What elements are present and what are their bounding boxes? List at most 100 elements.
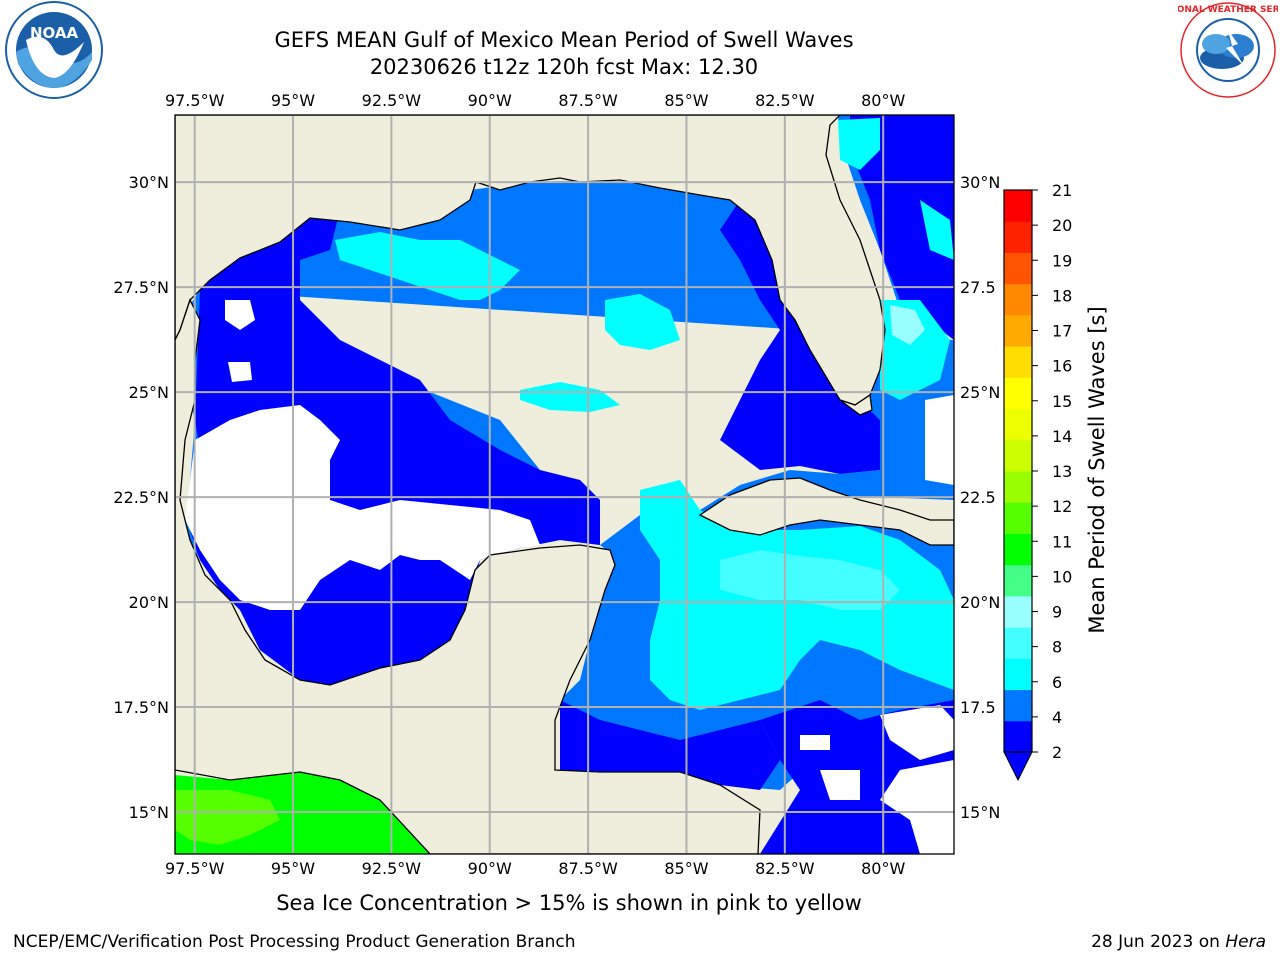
colorbar-tick-label: 20 — [1052, 216, 1072, 235]
lat-tick-label-left: 17.5°N — [113, 698, 169, 717]
lat-tick-label-right: 30°N — [960, 173, 1000, 192]
colorbar-segment — [1004, 502, 1032, 534]
lat-tick-label-left: 20°N — [129, 593, 169, 612]
footer-credit: NCEP/EMC/Verification Post Processing Pr… — [13, 932, 576, 952]
colorbar-segment — [1004, 377, 1032, 410]
blue-level-low-south — [560, 700, 780, 790]
colorbar-tick-label: 10 — [1052, 567, 1072, 586]
colorbar-segment — [1004, 439, 1032, 472]
cyan-level-gulf-north — [335, 232, 520, 300]
lat-tick-label-right: 17.5 — [960, 698, 996, 717]
colorbar-segment — [1004, 689, 1032, 722]
lon-tick-label-bottom: 90°W — [468, 859, 512, 878]
colorbar-tick-label: 21 — [1052, 181, 1072, 200]
colorbar-segment — [1004, 658, 1032, 691]
footer-host: Hera — [1225, 932, 1266, 952]
land-florida-south — [839, 393, 873, 416]
colorbar-tick-label: 15 — [1052, 392, 1072, 411]
colorbar-segment — [1004, 221, 1032, 253]
land-usa — [175, 115, 886, 406]
map-subtitle: 20230626 t12z 120h fcst Max: 12.30 — [369, 55, 759, 79]
lon-tick-label-bottom: 82.5°W — [755, 859, 815, 878]
lon-tick-label-bottom: 95°W — [271, 859, 315, 878]
nodata-east-florida — [925, 395, 954, 485]
map-area — [175, 115, 954, 854]
map-title: GEFS MEAN Gulf of Mexico Mean Period of … — [274, 28, 854, 52]
lat-tick-label-left: 30°N — [129, 173, 169, 192]
colorbar-segment — [1004, 564, 1032, 597]
colorbar-segment — [1004, 471, 1032, 503]
lon-tick-label-bottom: 92.5°W — [362, 859, 422, 878]
colorbar-tick-label: 19 — [1052, 251, 1072, 270]
lat-tick-label-right: 20°N — [960, 593, 1000, 612]
colorbar-tick-label: 14 — [1052, 427, 1072, 446]
colorbar-tick-label: 12 — [1052, 497, 1072, 516]
colorbar: 21 20 19 18 17 16 15 14 13 12 11 10 9 8 6 4 2 — [1003, 181, 1072, 782]
map-frame — [174, 114, 955, 855]
nodata-patch-a — [225, 300, 255, 330]
colorbar-tick-label: 8 — [1052, 638, 1062, 657]
lat-tick-label-left: 15°N — [129, 803, 169, 822]
lat-ticks-left: 30°N 27.5°N 25°N 22.5°N 20°N 17.5°N 15°N — [113, 173, 169, 822]
lat-tick-label-right: 25°N — [960, 383, 1000, 402]
lon-tick-label-bottom: 87.5°W — [558, 859, 618, 878]
lat-tick-label-left: 25°N — [129, 383, 169, 402]
colorbar-segment — [1004, 595, 1032, 628]
lat-tick-label-left: 27.5°N — [113, 278, 169, 297]
lon-tick-label-top: 85°W — [664, 91, 708, 110]
colorbar-segment — [1004, 346, 1032, 378]
colorbar-segment — [1004, 190, 1032, 222]
nws-logo: NATIONAL WEATHER SERVICE — [1178, 2, 1278, 98]
lon-ticks-bottom: 97.5°W 95°W 92.5°W 90°W 87.5°W 85°W 82.5°W 80°W — [165, 859, 906, 878]
colorbar-tick-label: 16 — [1052, 357, 1072, 376]
colorbar-tick-label: 11 — [1052, 532, 1072, 551]
colorbar-tick-label: 17 — [1052, 322, 1072, 341]
lon-tick-label-top: 82.5°W — [755, 91, 815, 110]
colorbar-segment — [1004, 408, 1032, 441]
nws-logo-ring-text: NATIONAL WEATHER SERVICE — [1178, 5, 1278, 15]
lat-ticks-right: 30°N 27.5 25°N 22.5 20°N 17.5 15°N — [960, 173, 1000, 822]
colorbar-extend-arrow — [1003, 751, 1033, 782]
lon-tick-label-top: 92.5°W — [362, 91, 422, 110]
lon-tick-label-top: 80°W — [861, 91, 905, 110]
lat-tick-label-right: 22.5 — [960, 488, 996, 507]
lon-tick-label-top: 90°W — [468, 91, 512, 110]
lon-ticks-top: 97.5°W 95°W 92.5°W 90°W 87.5°W 85°W 82.5°W 80°W — [165, 91, 906, 110]
colorbar-segment — [1004, 720, 1032, 753]
lon-tick-label-top: 95°W — [271, 91, 315, 110]
lon-tick-label-bottom: 80°W — [861, 859, 905, 878]
footer-date: 28 Jun 2023 on Hera — [1091, 932, 1266, 952]
lat-tick-label-left: 22.5°N — [113, 488, 169, 507]
colorbar-segment — [1004, 283, 1032, 316]
land-mexico — [175, 298, 761, 854]
footer-date-text: 28 Jun 2023 on — [1091, 932, 1226, 952]
nodata-patch-b — [228, 362, 252, 382]
lon-tick-label-top: 87.5°W — [558, 91, 618, 110]
colorbar-tick-label: 4 — [1052, 708, 1062, 727]
noaa-logo-text: NOAA — [30, 24, 79, 42]
gridlines — [175, 115, 954, 854]
cyan-level-gulf-south — [520, 382, 620, 412]
cyan-level-atlantic — [838, 118, 954, 400]
colorbar-segment — [1004, 314, 1032, 347]
lon-tick-label-top: 97.5°W — [165, 91, 225, 110]
lightgreen-level-pacific — [175, 790, 280, 845]
colorbar-tick-label: 2 — [1052, 743, 1062, 762]
colorbar-segment — [1004, 533, 1032, 566]
colorbar-segment — [1004, 252, 1032, 285]
colorbar-label: Mean Period of Swell Waves [s] — [1085, 306, 1109, 634]
blue-level-low-atlantic — [850, 115, 954, 340]
lat-tick-label-right: 27.5 — [960, 278, 996, 297]
lightcyan-level-caribbean — [720, 550, 900, 610]
nodata-western-gulf — [185, 405, 540, 610]
colorbar-segment — [1004, 627, 1032, 659]
cyan-level-gulf-central — [605, 294, 680, 350]
lightcyan-level-atlantic — [890, 305, 925, 345]
lon-tick-label-bottom: 85°W — [664, 859, 708, 878]
lon-tick-label-bottom: 97.5°W — [165, 859, 225, 878]
sea-ice-caption: Sea Ice Concentration > 15% is shown in … — [276, 891, 862, 915]
noaa-logo: NOAA — [5, 1, 103, 99]
colorbar-tick-label: 18 — [1052, 286, 1072, 305]
lat-tick-label-right: 15°N — [960, 803, 1000, 822]
